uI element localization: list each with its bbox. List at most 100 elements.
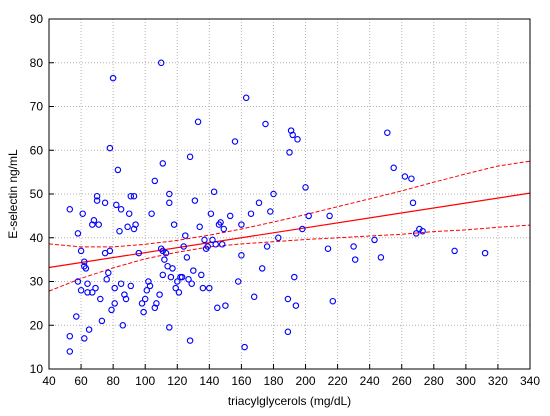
data-point: [175, 289, 183, 296]
data-point: [89, 289, 96, 296]
data-point: [180, 243, 187, 250]
x-tick-label: 180: [263, 374, 283, 388]
data-point: [106, 144, 114, 152]
data-point: [178, 273, 186, 281]
data-point: [109, 74, 117, 82]
data-point: [255, 199, 263, 207]
data-point: [111, 284, 118, 292]
data-point: [284, 328, 292, 336]
data-point: [172, 284, 179, 292]
data-point: [125, 210, 133, 217]
data-point: [148, 210, 155, 217]
data-point: [324, 245, 332, 252]
data-point: [329, 297, 337, 305]
data-point: [77, 247, 85, 255]
data-point: [326, 212, 333, 220]
y-tick-label: 90: [30, 12, 44, 26]
data-point: [77, 287, 85, 294]
data-point: [242, 94, 250, 102]
data-point: [247, 210, 255, 217]
x-tick-label: 100: [135, 374, 155, 388]
data-point: [377, 254, 385, 261]
data-point: [169, 265, 176, 272]
data-point: [275, 234, 282, 242]
y-tick-label: 30: [30, 275, 44, 289]
data-point: [89, 221, 96, 228]
data-point: [79, 210, 86, 217]
data-point: [186, 153, 194, 161]
data-point: [162, 249, 170, 257]
data-point: [105, 269, 112, 277]
data-point: [351, 256, 359, 263]
x-tick-label: 80: [106, 374, 120, 388]
data-point: [207, 210, 215, 217]
data-point: [350, 243, 357, 250]
data-point: [166, 199, 173, 207]
data-point: [198, 271, 205, 279]
data-point: [390, 164, 397, 172]
data-point: [263, 243, 271, 250]
data-point: [250, 293, 258, 301]
data-point: [84, 289, 91, 296]
data-point: [238, 252, 245, 259]
data-point: [81, 258, 88, 266]
data-point: [182, 232, 189, 239]
data-point: [299, 225, 306, 233]
data-point: [127, 282, 135, 290]
data-point: [116, 227, 123, 235]
data-point: [103, 276, 110, 283]
data-point: [153, 300, 160, 307]
data-points: [66, 59, 489, 355]
y-tick-label: 50: [30, 187, 44, 201]
data-point: [132, 221, 139, 228]
data-point: [218, 241, 226, 248]
data-point: [130, 192, 138, 200]
upper-confidence-line: [48, 160, 531, 248]
x-tick-label: 280: [424, 374, 444, 388]
data-point: [108, 306, 115, 314]
x-tick-label: 340: [520, 374, 540, 388]
data-point: [113, 201, 120, 209]
data-point: [170, 221, 178, 228]
data-point: [287, 127, 295, 134]
x-tick-label: 40: [42, 374, 56, 388]
data-point: [220, 225, 228, 233]
data-point: [226, 212, 234, 220]
data-point: [286, 149, 293, 156]
x-tick-label: 160: [231, 374, 251, 388]
data-point: [66, 332, 74, 340]
data-point: [161, 256, 168, 263]
data-point: [140, 308, 147, 316]
data-point: [291, 273, 298, 281]
data-point: [138, 300, 146, 307]
data-point: [174, 278, 181, 285]
data-point: [135, 249, 143, 257]
y-tick-label: 10: [30, 362, 44, 376]
data-point: [305, 212, 312, 220]
data-point: [166, 190, 173, 198]
y-tick-label: 80: [30, 56, 44, 70]
x-tick-label: 220: [328, 374, 348, 388]
data-point: [81, 335, 88, 342]
data-point: [408, 175, 415, 182]
axis-ticks: 40 60 80 100 120 140 160 180 200 220 240 260 280 300 3…: [30, 12, 541, 388]
data-point: [217, 219, 224, 226]
data-point: [101, 199, 109, 207]
data-point: [204, 243, 211, 250]
data-point: [151, 177, 159, 185]
data-point: [122, 295, 130, 303]
confidence-band: [48, 160, 531, 292]
data-point: [451, 247, 458, 255]
x-tick-label: 240: [360, 374, 380, 388]
data-point: [212, 241, 219, 248]
x-tick-label: 120: [167, 374, 187, 388]
regression-line-group: [48, 192, 531, 269]
data-point: [98, 317, 106, 325]
data-point: [241, 343, 248, 351]
data-point: [419, 227, 426, 235]
data-point: [183, 254, 191, 261]
data-point: [74, 230, 82, 237]
data-point: [191, 197, 199, 204]
data-point: [292, 302, 300, 309]
grid: [49, 19, 530, 369]
